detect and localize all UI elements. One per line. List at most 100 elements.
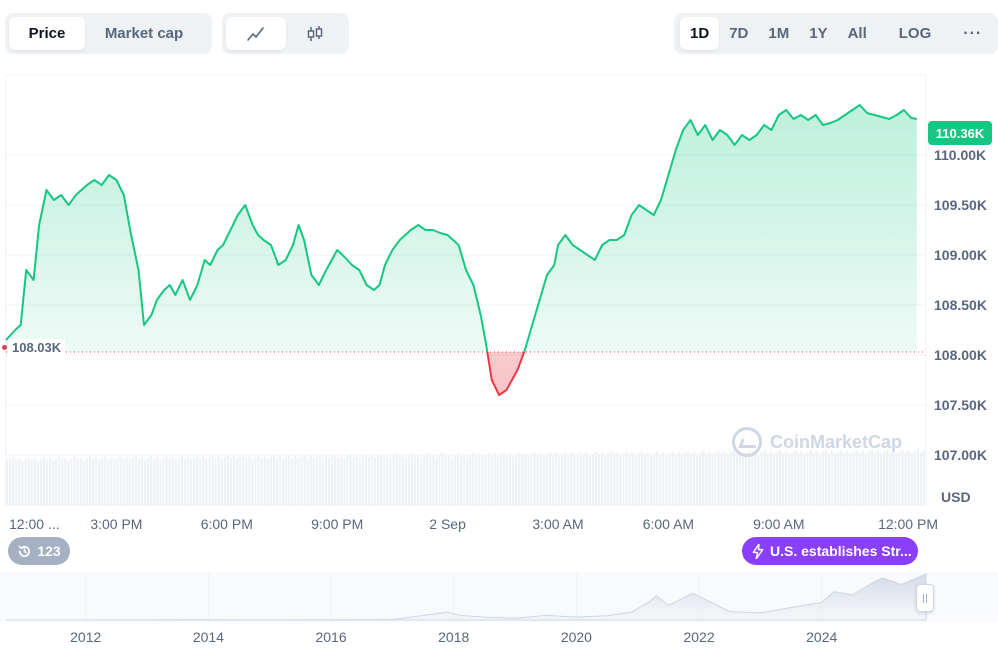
- volume-bar: [916, 449, 919, 505]
- volume-bar: [223, 457, 226, 505]
- log-scale-button[interactable]: LOG: [898, 25, 932, 42]
- volume-bar: [481, 456, 484, 505]
- volume-bar: [600, 452, 604, 505]
- volume-bars: [6, 449, 926, 505]
- more-options-button[interactable]: ···: [963, 24, 983, 42]
- volume-bar: [542, 456, 545, 505]
- range-7d-button[interactable]: 7D: [729, 25, 749, 42]
- volume-bar: [861, 450, 864, 505]
- volume-bar: [674, 454, 677, 505]
- volume-bar: [266, 458, 269, 505]
- x-tick-label: 9:00 PM: [311, 516, 363, 532]
- volume-bar: [321, 457, 325, 505]
- price-chart[interactable]: 107.00K 107.50K 108.00K 108.50K 109.00K 109.5…: [0, 70, 998, 540]
- volume-bar: [177, 457, 180, 505]
- volume-bar: [168, 458, 171, 505]
- volume-bar: [524, 453, 527, 505]
- volume-bar: [367, 456, 371, 505]
- history-button[interactable]: 123: [8, 537, 70, 565]
- volume-bar: [671, 451, 674, 505]
- volume-bar: [539, 453, 542, 505]
- volume-bar: [607, 453, 610, 505]
- volume-bar: [190, 459, 193, 505]
- volume-bar: [766, 453, 769, 505]
- y-tick-label: 109.50K: [934, 197, 987, 213]
- event-label: U.S. establishes Str...: [770, 543, 912, 559]
- range-navigator[interactable]: 2012 2014 2016 2018 2020 2022 2024: [0, 566, 998, 648]
- range-1y-button[interactable]: 1Y: [809, 25, 828, 42]
- volume-bar: [303, 454, 306, 505]
- volume-bar: [462, 454, 466, 505]
- range-1m-button[interactable]: 1M: [768, 25, 790, 42]
- volume-bar: [275, 457, 279, 505]
- volume-bar: [610, 451, 613, 505]
- volume-bar: [883, 451, 886, 505]
- navigator-handle[interactable]: [916, 584, 934, 612]
- volume-bar: [137, 458, 141, 505]
- volume-bar: [849, 453, 852, 505]
- volume-bar: [696, 455, 699, 505]
- volume-bar: [324, 455, 328, 505]
- volume-bar: [153, 458, 156, 505]
- volume-bar: [113, 460, 116, 505]
- volume-bar: [27, 456, 30, 505]
- volume-bar: [183, 458, 187, 505]
- volume-bar: [919, 452, 923, 505]
- volume-bar: [886, 449, 889, 505]
- volume-bar: [328, 458, 331, 505]
- candlestick-chart-button[interactable]: [286, 17, 346, 50]
- volume-bar: [416, 454, 420, 505]
- volume-bar: [512, 456, 515, 505]
- volume-bar: [349, 454, 352, 505]
- volume-bar: [79, 457, 82, 505]
- volume-bar: [104, 456, 107, 505]
- volume-bar: [637, 453, 640, 505]
- line-chart-button[interactable]: [226, 17, 286, 50]
- reference-dot: [2, 345, 7, 350]
- volume-bar: [401, 454, 404, 505]
- volume-bar: [711, 454, 714, 505]
- volume-bar: [377, 455, 380, 505]
- volume-bar: [358, 457, 361, 505]
- volume-bar: [738, 451, 742, 505]
- volume-bar: [98, 460, 101, 505]
- volume-bar: [392, 455, 395, 505]
- volume-bar: [745, 452, 748, 505]
- watermark: CoinMarketCap: [732, 427, 902, 457]
- volume-bar: [18, 457, 21, 505]
- tab-price[interactable]: Price: [9, 17, 85, 50]
- tab-market-cap[interactable]: Market cap: [104, 25, 184, 42]
- volume-bar: [346, 456, 349, 505]
- event-marker-button[interactable]: U.S. establishes Str...: [742, 537, 918, 565]
- volume-bar: [343, 458, 346, 505]
- volume-bar: [613, 454, 616, 505]
- volume-bar: [904, 452, 907, 505]
- volume-bar: [922, 450, 926, 505]
- volume-bar: [702, 450, 705, 505]
- volume-bar: [389, 457, 392, 505]
- volume-bar: [119, 456, 122, 505]
- volume-bar: [769, 451, 772, 505]
- volume-bar: [892, 450, 895, 505]
- volume-bar: [812, 452, 815, 505]
- navigator-tick-label: 2012: [70, 629, 101, 645]
- volume-bar: [383, 456, 386, 505]
- volume-bar: [91, 459, 95, 505]
- volume-bar: [677, 452, 680, 505]
- range-1d-button[interactable]: 1D: [680, 17, 720, 50]
- volume-bar: [631, 452, 634, 505]
- volume-bar: [294, 455, 297, 505]
- volume-bar: [735, 453, 739, 505]
- volume-bar: [134, 455, 137, 505]
- volume-bar: [410, 453, 413, 505]
- volume-bar: [380, 453, 383, 505]
- volume-bar: [30, 459, 33, 505]
- volume-bar: [490, 455, 493, 505]
- y-tick-label: 107.50K: [934, 397, 987, 413]
- volume-bar: [604, 455, 607, 505]
- volume-bar: [864, 453, 867, 505]
- volume-bar: [254, 456, 257, 505]
- volume-bar: [52, 460, 55, 505]
- range-all-button[interactable]: All: [847, 25, 867, 42]
- volume-bar: [496, 456, 499, 505]
